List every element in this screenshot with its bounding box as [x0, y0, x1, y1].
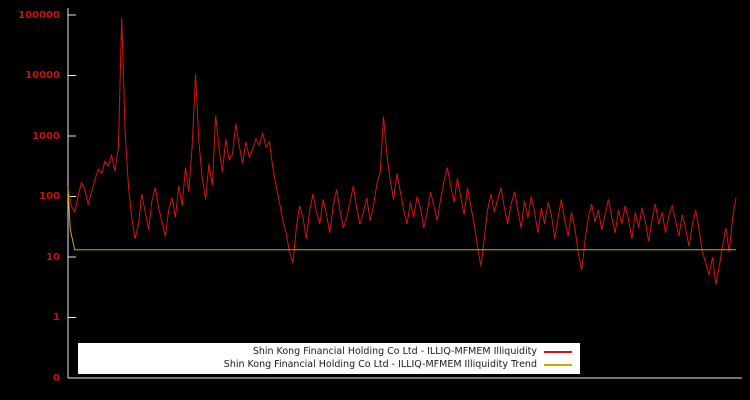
series-line-0: [67, 17, 737, 285]
series-line-1: [67, 187, 736, 251]
legend: Shin Kong Financial Holding Co Ltd - ILL…: [78, 343, 580, 374]
legend-label-trend: Shin Kong Financial Holding Co Ltd - ILL…: [223, 359, 537, 370]
legend-line-yellow: [544, 363, 572, 366]
legend-label-illiquidity: Shin Kong Financial Holding Co Ltd - ILL…: [252, 346, 537, 357]
legend-line-red: [544, 350, 572, 353]
legend-item-trend: Shin Kong Financial Holding Co Ltd - ILL…: [86, 358, 572, 371]
legend-item-illiquidity: Shin Kong Financial Holding Co Ltd - ILL…: [86, 345, 572, 358]
